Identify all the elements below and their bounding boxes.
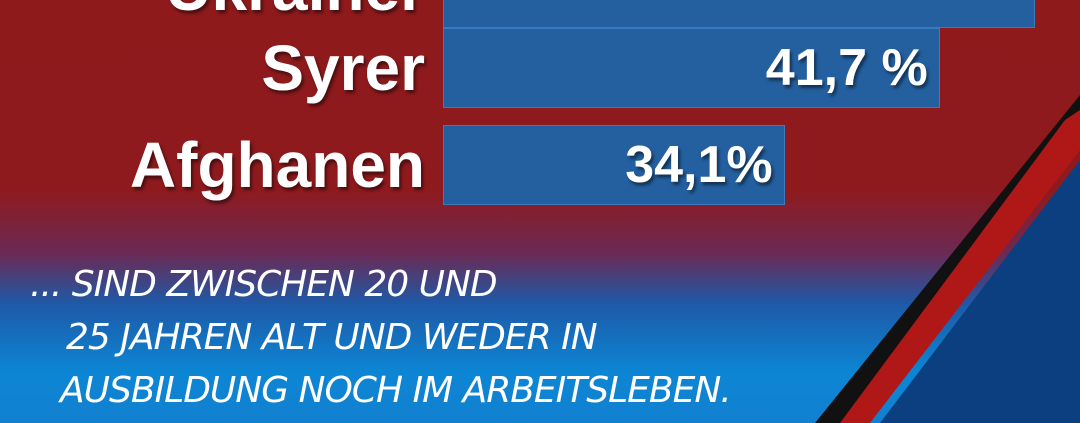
- category-label: Syrer: [261, 32, 425, 104]
- caption-line-1: ... SIND ZWISCHEN 20 UND: [30, 264, 498, 305]
- bar: [443, 0, 1035, 28]
- bar: [443, 125, 785, 205]
- bar: [443, 28, 940, 108]
- category-label: Afghanen: [129, 129, 425, 201]
- value-label: 34,1%: [625, 136, 773, 194]
- caption-line-3: AUSBILDUNG NOCH IM ARBEITSLEBEN.: [60, 370, 732, 411]
- category-label: Ukrainer: [165, 0, 425, 29]
- value-label: 41,7 %: [765, 39, 928, 97]
- caption-line-2: 25 JAHREN ALT UND WEDER IN: [66, 317, 598, 358]
- caption: ... SIND ZWISCHEN 20 UND 25 JAHREN ALT U…: [30, 258, 732, 417]
